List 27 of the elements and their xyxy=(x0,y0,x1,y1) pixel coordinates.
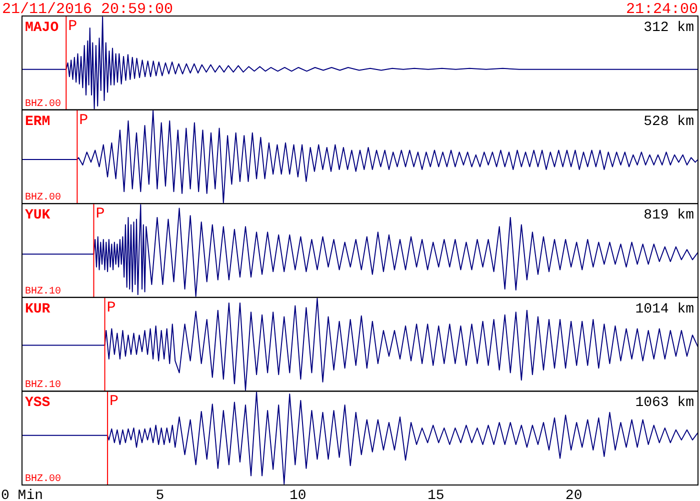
chart-title: MAJO xyxy=(25,20,59,36)
x-tick-label: 5 xyxy=(156,488,164,501)
chart-title: ERM xyxy=(25,114,50,130)
annotation: BHZ.10 xyxy=(25,380,62,392)
annotation: BHZ.00 xyxy=(25,192,62,204)
ref-line-label: P xyxy=(68,18,78,35)
x-tick-label: 0 Min xyxy=(0,488,44,501)
ref-line-label: P xyxy=(79,112,88,129)
annotation: 1063 km xyxy=(635,395,694,412)
chart-title: YUK xyxy=(25,208,51,224)
x-tick-label: 20 xyxy=(565,488,582,501)
annotation: BHZ.00 xyxy=(25,98,62,110)
ref-line-label: P xyxy=(96,206,105,223)
chart-title: KUR xyxy=(25,301,51,318)
annotation: BHZ.00 xyxy=(25,474,62,485)
annotation: BHZ.10 xyxy=(25,286,62,298)
ref-line-label: P xyxy=(106,299,116,316)
annotation: 21:24:00 xyxy=(626,1,698,18)
annotation: 1014 km xyxy=(635,301,694,318)
x-tick-label: 10 xyxy=(290,488,306,501)
chart-title: YSS xyxy=(25,395,50,412)
annotation: 312 km xyxy=(644,20,694,36)
annotation: 528 km xyxy=(644,114,694,130)
annotation: 21/11/2016 20:59:00 xyxy=(2,1,174,18)
annotation: 819 km xyxy=(644,208,694,224)
ref-line-label: P xyxy=(110,393,119,410)
x-tick-label: 15 xyxy=(427,488,444,501)
